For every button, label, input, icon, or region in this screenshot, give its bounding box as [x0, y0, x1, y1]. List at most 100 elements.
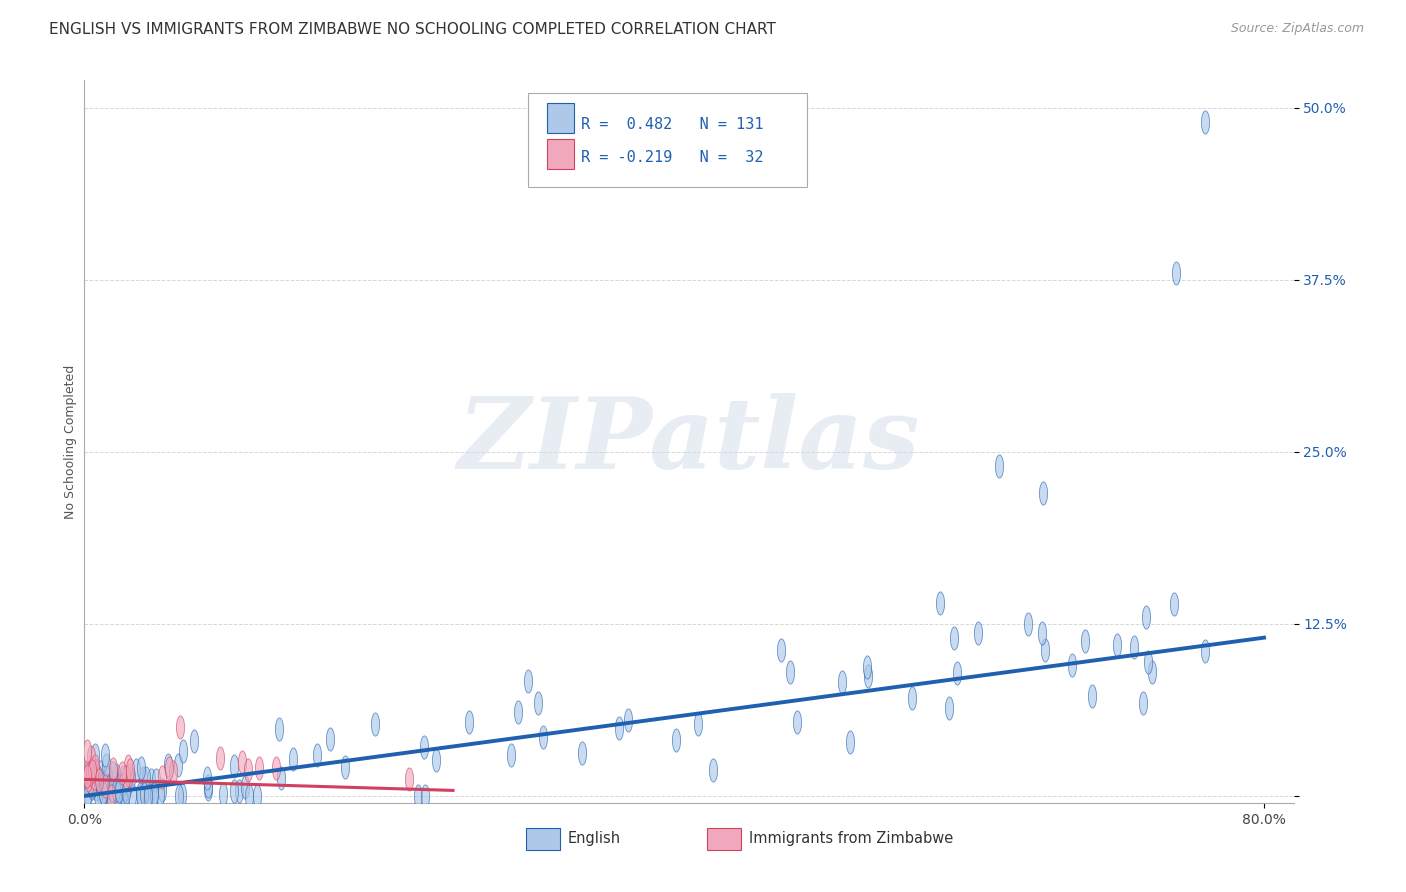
- Point: [97, 770, 120, 784]
- Point: [943, 631, 966, 645]
- Point: [84, 782, 107, 797]
- Point: [170, 788, 193, 802]
- Point: [80, 774, 103, 789]
- Point: [96, 780, 118, 794]
- Point: [139, 772, 162, 787]
- Point: [100, 789, 122, 803]
- Point: [398, 772, 420, 786]
- Point: [1164, 266, 1187, 280]
- Point: [125, 763, 148, 777]
- Point: [413, 789, 436, 803]
- Point: [786, 714, 808, 729]
- Point: [94, 779, 117, 793]
- Point: [1033, 643, 1056, 657]
- Point: [779, 665, 801, 679]
- Point: [1105, 638, 1128, 652]
- Point: [79, 767, 101, 781]
- Point: [103, 762, 125, 776]
- Point: [77, 766, 100, 780]
- Point: [167, 757, 190, 772]
- Text: Immigrants from Zimbabwe: Immigrants from Zimbabwe: [749, 831, 953, 847]
- FancyBboxPatch shape: [547, 138, 574, 169]
- Point: [101, 780, 124, 795]
- Point: [266, 761, 288, 775]
- Point: [82, 760, 104, 774]
- Point: [105, 783, 128, 797]
- Point: [93, 785, 115, 799]
- Point: [91, 786, 114, 800]
- Point: [1194, 644, 1216, 658]
- Point: [222, 784, 245, 798]
- Point: [83, 748, 105, 763]
- Point: [129, 761, 152, 775]
- Point: [686, 717, 709, 731]
- Point: [89, 764, 111, 779]
- Point: [1123, 640, 1146, 654]
- FancyBboxPatch shape: [529, 93, 807, 187]
- Point: [1081, 689, 1104, 703]
- Point: [104, 775, 127, 789]
- Point: [111, 770, 134, 784]
- Point: [267, 723, 290, 737]
- Point: [76, 775, 98, 789]
- Point: [80, 779, 103, 793]
- Text: R =  0.482   N = 131: R = 0.482 N = 131: [581, 117, 763, 132]
- Point: [247, 761, 270, 775]
- Point: [938, 701, 960, 715]
- Point: [98, 789, 121, 803]
- Point: [617, 713, 640, 727]
- Point: [143, 785, 166, 799]
- Point: [231, 755, 253, 769]
- Point: [1136, 655, 1159, 669]
- Point: [928, 596, 950, 610]
- Point: [115, 770, 138, 784]
- Point: [77, 787, 100, 801]
- Point: [128, 787, 150, 801]
- Point: [114, 782, 136, 797]
- Point: [531, 730, 554, 744]
- Point: [101, 787, 124, 801]
- Point: [135, 771, 157, 785]
- Point: [333, 760, 356, 774]
- Point: [111, 787, 134, 801]
- Text: ENGLISH VS IMMIGRANTS FROM ZIMBABWE NO SCHOOLING COMPLETED CORRELATION CHART: ENGLISH VS IMMIGRANTS FROM ZIMBABWE NO S…: [49, 22, 776, 37]
- Point: [197, 781, 219, 796]
- Point: [111, 777, 134, 791]
- Point: [76, 789, 98, 803]
- Point: [172, 744, 194, 758]
- Point: [1142, 665, 1164, 679]
- Point: [508, 705, 530, 719]
- Point: [76, 764, 98, 779]
- Point: [80, 780, 103, 795]
- Point: [222, 758, 245, 772]
- Point: [108, 789, 131, 803]
- Point: [76, 777, 98, 791]
- Point: [132, 787, 155, 801]
- Point: [97, 780, 120, 795]
- Point: [117, 777, 139, 791]
- Point: [117, 759, 139, 773]
- Point: [831, 675, 853, 690]
- Point: [83, 771, 105, 785]
- Point: [136, 789, 159, 803]
- Point: [162, 764, 184, 779]
- Point: [76, 770, 98, 784]
- Point: [406, 789, 429, 803]
- Point: [101, 782, 124, 797]
- Point: [945, 665, 967, 680]
- Point: [105, 782, 128, 797]
- Point: [527, 697, 550, 711]
- Point: [425, 753, 447, 767]
- Point: [118, 764, 141, 778]
- Point: [987, 458, 1010, 473]
- Point: [1031, 626, 1053, 640]
- Point: [169, 720, 191, 734]
- Point: [1032, 486, 1054, 500]
- Point: [105, 787, 128, 801]
- Point: [157, 758, 180, 772]
- Point: [1135, 610, 1157, 624]
- Point: [87, 771, 110, 785]
- Text: English: English: [568, 831, 621, 847]
- Point: [94, 757, 117, 772]
- Point: [516, 674, 538, 689]
